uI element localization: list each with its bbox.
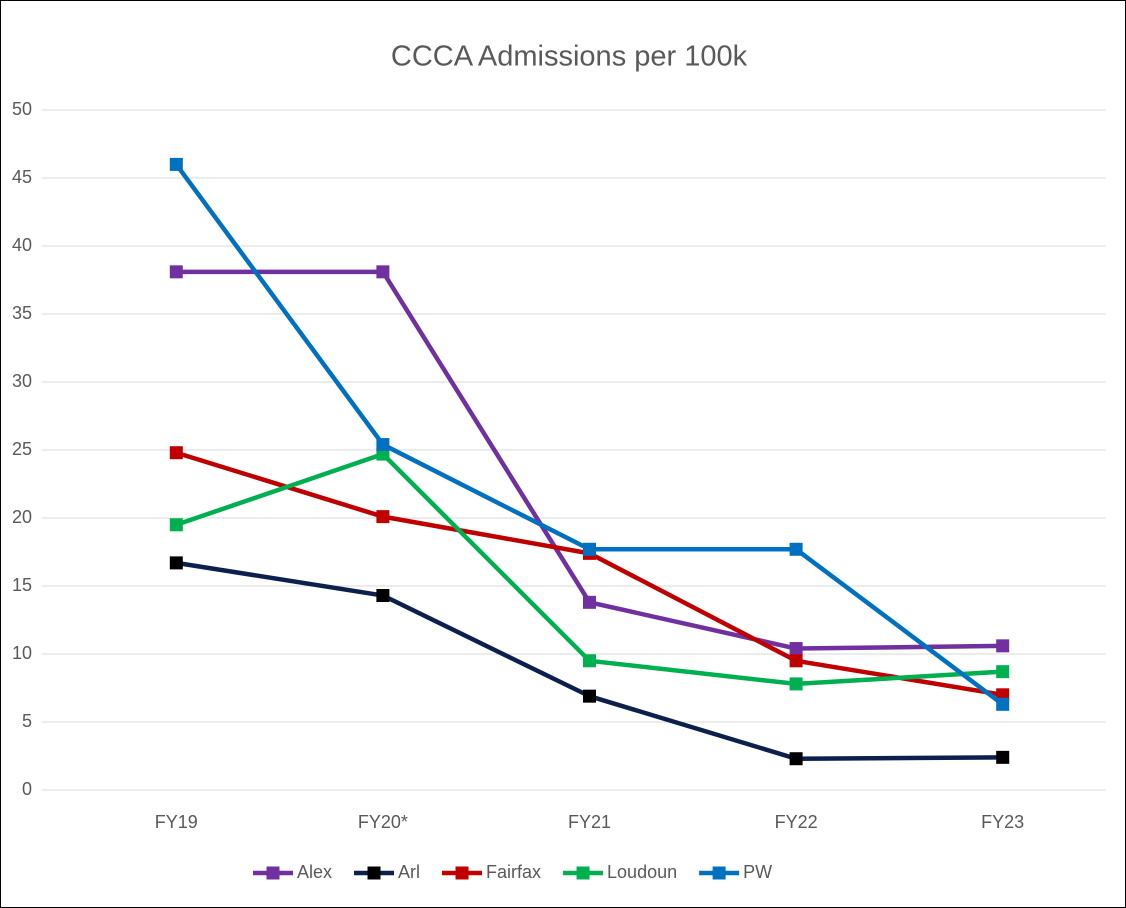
marker (996, 750, 1010, 764)
marker (996, 697, 1010, 711)
y-tick-label: 0 (22, 779, 32, 799)
marker (996, 639, 1010, 653)
y-tick-label: 25 (12, 439, 32, 459)
chart-title: CCCA Admissions per 100k (391, 41, 748, 73)
y-tick-label: 50 (12, 99, 32, 119)
marker (376, 510, 390, 524)
marker (376, 438, 390, 452)
y-tick-label: 40 (12, 235, 32, 255)
x-tick-label: FY21 (568, 812, 611, 832)
marker (169, 518, 183, 532)
marker (789, 752, 803, 766)
marker (789, 654, 803, 668)
y-tick-label: 5 (22, 711, 32, 731)
legend-marker (576, 866, 590, 880)
legend-label: Alex (297, 862, 332, 882)
y-tick-label: 15 (12, 575, 32, 595)
y-tick-label: 30 (12, 371, 32, 391)
legend-marker (455, 866, 469, 880)
marker (996, 665, 1010, 679)
marker (583, 654, 596, 668)
x-tick-label: FY22 (775, 812, 818, 832)
x-tick-label: FY20* (358, 812, 408, 832)
x-tick-label: FY19 (155, 812, 198, 832)
marker (789, 677, 803, 691)
legend-marker (367, 866, 381, 880)
legend-label: Arl (398, 862, 420, 882)
marker (376, 265, 390, 279)
marker (583, 595, 596, 609)
legend-label: Loudoun (607, 862, 677, 882)
y-tick-label: 45 (12, 167, 32, 187)
y-tick-label: 20 (12, 507, 32, 527)
marker (169, 556, 183, 570)
legend-label: PW (743, 862, 772, 882)
marker (169, 157, 183, 171)
legend-marker (266, 866, 280, 880)
marker (376, 589, 390, 603)
marker (583, 689, 596, 703)
marker (583, 542, 596, 556)
marker (789, 542, 803, 556)
marker (169, 446, 183, 460)
x-tick-label: FY23 (981, 812, 1024, 832)
marker (789, 642, 803, 656)
legend-marker (712, 866, 726, 880)
marker (169, 265, 183, 279)
y-tick-label: 10 (12, 643, 32, 663)
y-tick-label: 35 (12, 303, 32, 323)
legend-label: Fairfax (486, 862, 541, 882)
